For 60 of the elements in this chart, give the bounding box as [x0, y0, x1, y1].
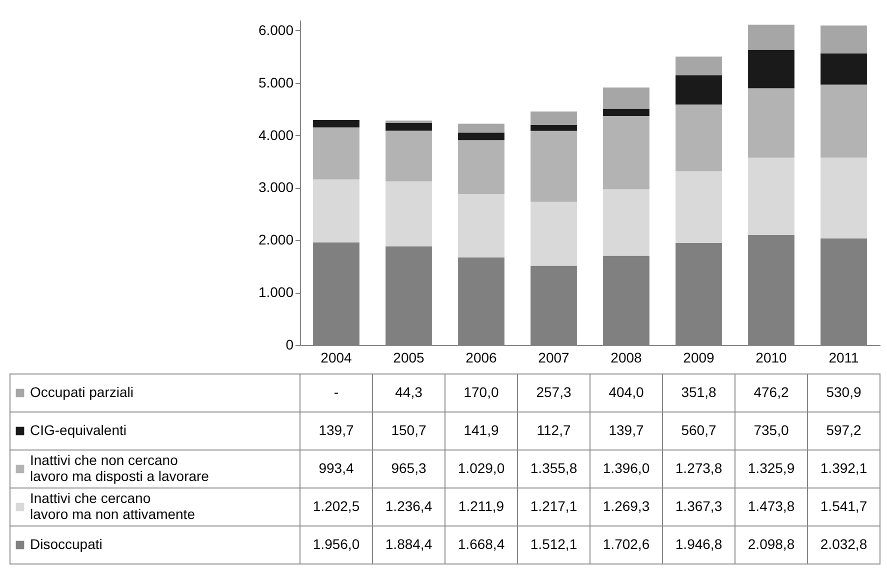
data-label: 1.367,3	[675, 498, 722, 514]
data-label: 44,3	[395, 384, 423, 400]
legend-label: Inattivi che non cercano lavoro ma disposti a lavorare	[30, 452, 210, 484]
data-label: 1.668,4	[458, 536, 505, 552]
data-label: 1.202,5	[312, 498, 360, 514]
x-tick-label: 2006	[466, 350, 498, 366]
x-tick-label: 2010	[756, 350, 788, 366]
data-label: 257,3	[536, 384, 572, 400]
data-label: 1.396,0	[602, 460, 650, 476]
data-label: 1.211,9	[458, 498, 504, 514]
y-tick-label: 0	[286, 336, 294, 352]
data-label: 530,9	[826, 384, 862, 400]
data-label: 1.236,4	[385, 498, 432, 514]
y-tick-label: 4.000	[258, 126, 294, 143]
data-label: 476,2	[754, 384, 789, 400]
data-label: 1.325,9	[748, 460, 795, 476]
data-label: 735,0	[754, 422, 789, 438]
data-label: 1.473,8	[748, 498, 795, 514]
data-label: 1.884,4	[385, 536, 432, 552]
data-label: 404,0	[608, 384, 644, 400]
y-tick-label: 6.000	[258, 22, 294, 38]
data-label: 560,7	[681, 422, 716, 438]
data-label: 2.098,8	[748, 536, 795, 552]
x-tick-label: 2008	[610, 350, 642, 366]
y-tick-label: 1.000	[258, 284, 294, 300]
data-label: 2.032,8	[820, 536, 868, 552]
data-label: 1.541,7	[820, 498, 868, 514]
data-label: 1.273,8	[675, 460, 722, 476]
text: -	[334, 384, 339, 400]
data-label: 993,4	[318, 460, 354, 476]
data-label: 1.946,8	[675, 536, 722, 552]
data-label: 112,7	[536, 422, 571, 438]
x-tick-label: 2004	[320, 350, 352, 366]
data-label: 1.392,1	[820, 460, 868, 476]
data-label: 139,7	[318, 422, 354, 438]
data-label: 1.702,6	[602, 536, 650, 552]
legend-label: CIG-equivalenti	[30, 422, 126, 438]
data-label: 150,7	[391, 422, 426, 438]
data-label: 170,0	[464, 384, 499, 400]
x-tick-label: 2009	[683, 350, 715, 366]
x-tick-label: 2011	[828, 350, 860, 366]
legend-label: Disoccupati	[30, 536, 102, 552]
data-label: 1.217,1	[530, 498, 578, 514]
x-tick-label: 2005	[393, 350, 425, 366]
data-label: 1.029,0	[458, 460, 505, 476]
data-label: 1.956,0	[312, 536, 360, 552]
data-label: 351,8	[681, 384, 716, 400]
x-tick-label: 2007	[538, 350, 570, 366]
data-label: 965,3	[391, 460, 426, 476]
data-label: 139,7	[608, 422, 644, 438]
y-tick-label: 2.000	[258, 232, 294, 248]
data-label: 141,9	[464, 422, 499, 438]
data-label: 1.355,8	[530, 460, 578, 476]
legend-label: Inattivi che cercano lavoro ma non attivamente	[30, 490, 196, 522]
data-label: 1.512,1	[530, 536, 578, 552]
data-label: 597,2	[826, 422, 862, 438]
data-label: 1.269,3	[602, 498, 650, 514]
legend-label: Occupati parziali	[30, 384, 134, 400]
y-tick-label: 5.000	[258, 74, 294, 90]
y-tick-label: 3.000	[258, 179, 294, 196]
